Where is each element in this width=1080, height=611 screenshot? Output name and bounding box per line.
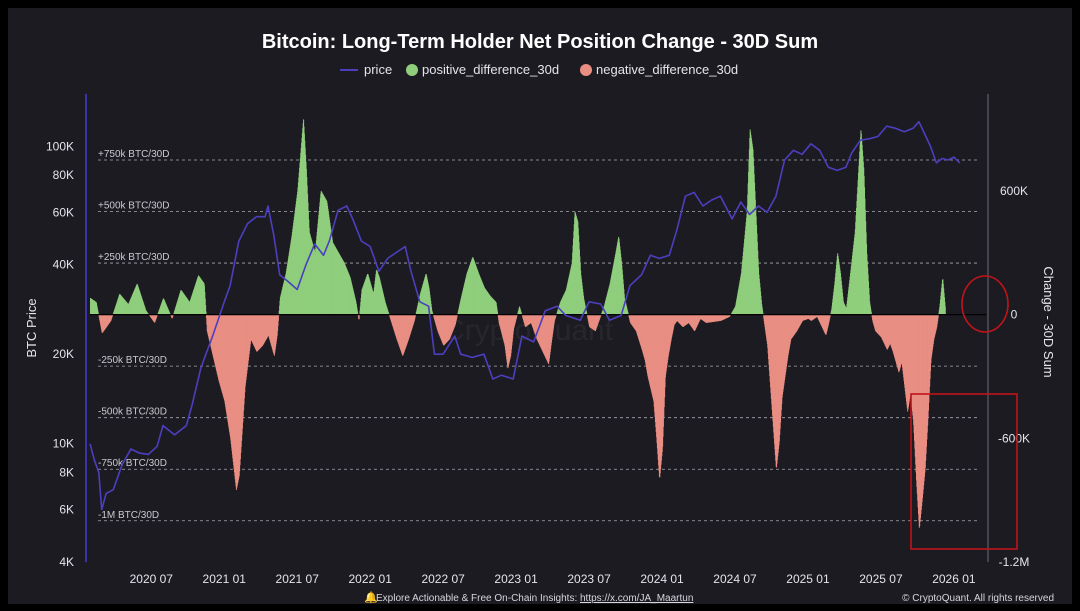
annotations <box>910 275 1018 550</box>
left-axis-title: BTC Price <box>24 298 39 357</box>
right-axis-title: Change - 30D Sum <box>1041 266 1056 377</box>
reference-line-label: +250k BTC/30D <box>98 252 169 263</box>
chart-panel: Bitcoin: Long-Term Holder Net Position C… <box>8 8 1072 604</box>
negative-bar <box>937 314 939 319</box>
left-tick-label: 8K <box>59 465 74 479</box>
x-tick-label: 2023 07 <box>567 572 611 586</box>
positive-bar <box>388 313 390 315</box>
positive-bar <box>762 309 764 315</box>
right-tick-label: 600K <box>1000 184 1028 198</box>
positive-bar <box>520 311 522 315</box>
footer-promo: Explore Actionable & Free On-Chain Insig… <box>376 593 693 604</box>
negative-bar <box>516 314 518 316</box>
x-tick-label: 2025 07 <box>859 572 903 586</box>
reference-line-label: -250k BTC/30D <box>98 355 167 366</box>
negative-bar <box>415 314 417 316</box>
negative-bar <box>156 314 158 317</box>
left-tick-label: 100K <box>46 139 74 153</box>
positive-bar <box>205 311 207 315</box>
x-tick-label: 2026 01 <box>932 572 976 586</box>
bars-group <box>90 119 946 528</box>
x-tick-label: 2023 01 <box>494 572 538 586</box>
legend-negative-label[interactable]: negative_difference_30d <box>596 62 738 77</box>
positive-bar <box>870 309 872 315</box>
negative-bar <box>516 314 518 318</box>
left-tick-label: 6K <box>59 503 74 517</box>
left-tick-label: 60K <box>53 205 74 219</box>
x-tick-label: 2024 01 <box>640 572 684 586</box>
x-tick-label: 2021 01 <box>203 572 247 586</box>
right-tick-label: -600K <box>998 431 1030 445</box>
negative-bar <box>414 314 416 318</box>
negative-bar <box>829 314 831 317</box>
annotation-ellipse <box>961 275 1009 333</box>
left-tick-label: 40K <box>53 258 74 272</box>
positive-bar <box>357 311 359 315</box>
legend-positive-marker <box>406 64 418 76</box>
x-tick-label: 2022 01 <box>348 572 392 586</box>
negative-bar <box>172 314 174 317</box>
reference-line-label: -750k BTC/30D <box>98 458 167 469</box>
right-tick-label: -1.2M <box>999 555 1030 569</box>
positive-bar <box>97 311 99 315</box>
negative-bar <box>278 314 280 316</box>
x-axis-ticks: 2020 07 2021 01 2021 07 2022 01 2022 07 2023 … <box>130 572 976 586</box>
x-tick-label: 2020 07 <box>130 572 174 586</box>
price-layer <box>89 120 961 511</box>
price-line <box>89 120 961 511</box>
right-tick-label: 0 <box>1011 308 1018 322</box>
reference-line-label: -500k BTC/30D <box>98 407 167 418</box>
left-tick-label: 4K <box>59 555 74 569</box>
positive-bar <box>627 311 629 315</box>
chart-svg: Bitcoin: Long-Term Holder Net Position C… <box>24 31 1056 604</box>
positive-bar <box>432 313 434 315</box>
bell-icon: 🔔 <box>364 591 378 604</box>
positive-bar <box>520 313 522 315</box>
left-tick-label: 80K <box>53 168 74 182</box>
legend-negative-marker <box>580 64 592 76</box>
x-tick-label: 2022 07 <box>421 572 465 586</box>
positive-bar <box>586 312 588 315</box>
reference-line-label: +750k BTC/30D <box>98 149 169 160</box>
left-axis-ticks: 4K 6K 8K 10K 20K 40K 60K 80K 100K <box>46 139 74 569</box>
reference-line-label: -1M BTC/30D <box>98 510 159 521</box>
footer: 🔔 Explore Actionable & Free On-Chain Ins… <box>364 591 1054 604</box>
left-tick-label: 10K <box>53 437 74 451</box>
legend-positive-label[interactable]: positive_difference_30d <box>422 62 559 77</box>
footer-credit: © CryptoQuant. All rights reserved <box>902 593 1054 604</box>
negative-bar <box>600 314 602 317</box>
negative-bar <box>358 314 360 320</box>
positive-bar <box>205 305 207 315</box>
negative-bar <box>456 314 458 317</box>
positive-bar <box>497 311 499 315</box>
negative-bar <box>277 314 279 321</box>
negative-bar <box>555 314 557 317</box>
footer-promo-text: Explore Actionable & Free On-Chain Insig… <box>376 593 580 604</box>
footer-promo-link[interactable]: https://x.com/JA_Maartun <box>580 593 693 604</box>
x-tick-label: 2025 01 <box>786 572 830 586</box>
x-tick-label: 2021 07 <box>276 572 320 586</box>
legend: price positive_difference_30d negative_d… <box>340 62 738 77</box>
left-tick-label: 20K <box>53 347 74 361</box>
chart-title: Bitcoin: Long-Term Holder Net Position C… <box>262 31 818 53</box>
positive-bar <box>870 312 872 315</box>
right-axis-ticks: 600K 0 -600K -1.2M <box>998 184 1030 569</box>
legend-price-label[interactable]: price <box>364 62 392 77</box>
reference-line-label: +500k BTC/30D <box>98 201 169 212</box>
annotation-rectangle <box>910 393 1018 550</box>
positive-bar <box>944 306 946 315</box>
positive-bar <box>762 312 764 315</box>
negative-bar <box>111 314 113 317</box>
x-tick-label: 2024 07 <box>713 572 757 586</box>
